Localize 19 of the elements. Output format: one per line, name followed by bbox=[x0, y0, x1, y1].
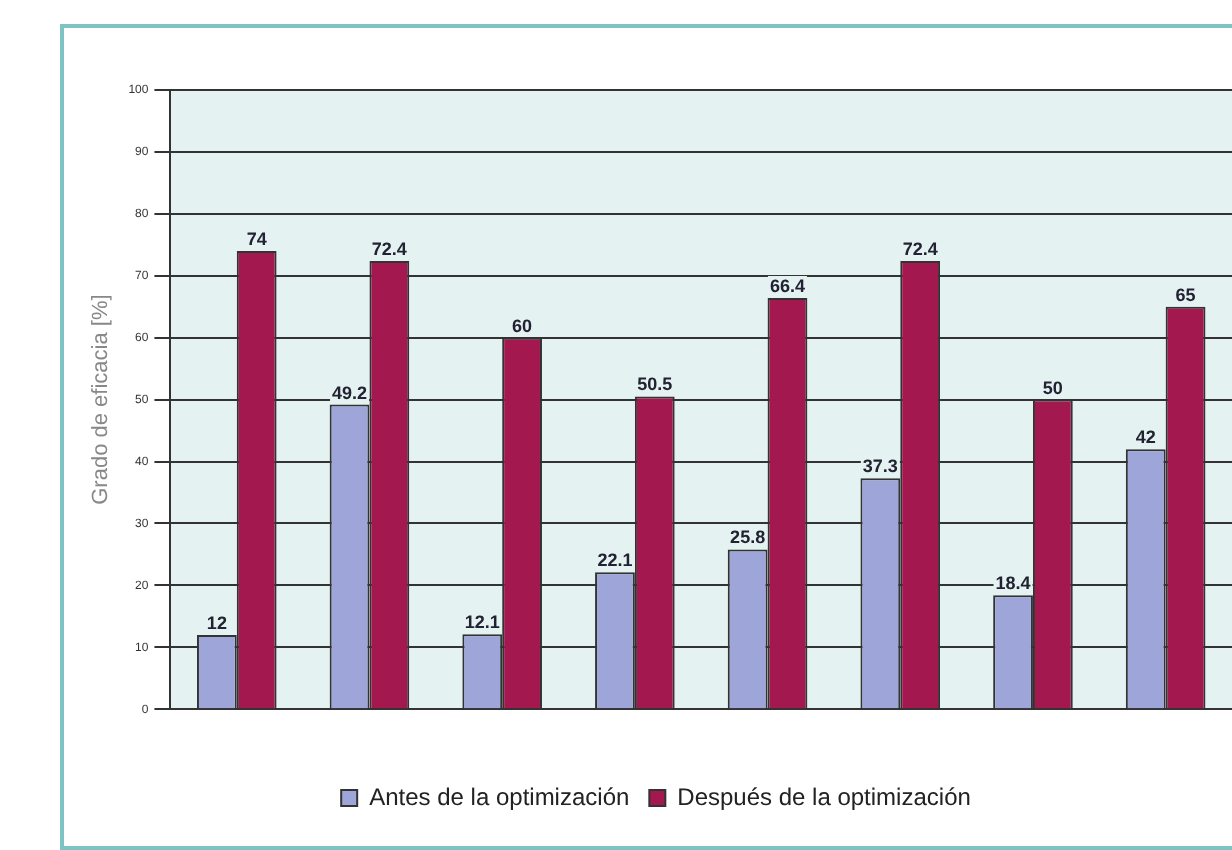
data-label: 49.2 bbox=[332, 382, 368, 403]
data-label: 74 bbox=[246, 228, 267, 249]
data-label: 60 bbox=[512, 315, 533, 336]
data-label: 12 bbox=[206, 612, 227, 633]
data-label: 12.1 bbox=[464, 612, 500, 633]
legend-label: Antes de la optimización bbox=[369, 782, 630, 811]
y-axis-title: Grado de eficacia [%] bbox=[89, 294, 114, 505]
data-label: 37.3 bbox=[862, 456, 898, 477]
data-label: 50 bbox=[1042, 377, 1063, 398]
legend-label: Después de la optimización bbox=[677, 782, 971, 811]
data-label: 22.1 bbox=[597, 550, 633, 571]
data-label: 72.4 bbox=[902, 238, 938, 259]
data-label: 50.5 bbox=[637, 374, 673, 395]
data-label: 65 bbox=[1175, 284, 1196, 305]
data-label: 18.4 bbox=[995, 573, 1031, 594]
data-label: 72.4 bbox=[371, 238, 407, 259]
data-label: 66.4 bbox=[769, 276, 805, 297]
data-label: 42 bbox=[1135, 427, 1156, 448]
data-label: 25.8 bbox=[730, 527, 766, 548]
